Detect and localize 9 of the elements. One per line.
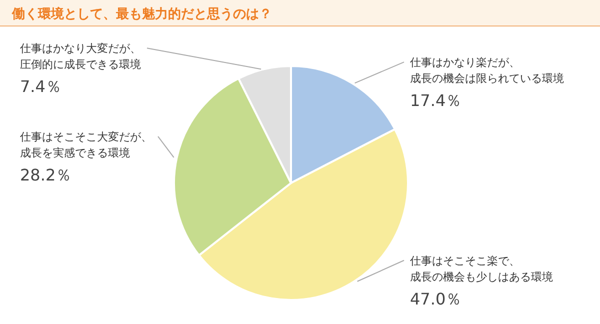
slice-label: 仕事はそこそこ楽で、成長の機会も少しはある環境 (410, 254, 553, 284)
data-label: 28.2％ (20, 165, 72, 184)
data-label: 17.4％ (410, 91, 462, 110)
slice-label: 仕事はかなり楽だが、成長の機会は限られている環境 (410, 56, 564, 86)
data-label: 47.0％ (410, 289, 462, 308)
slice-label: 仕事はかなり大変だが、圧倒的に成長できる環境 (20, 42, 141, 72)
data-label: 7.4％ (20, 77, 62, 96)
slice-label: 仕事はそこそこ大変だが、成長を実感できる環境 (20, 130, 152, 160)
chart-title: 働く環境として、最も魅力的だと思うのは？ (11, 6, 272, 22)
